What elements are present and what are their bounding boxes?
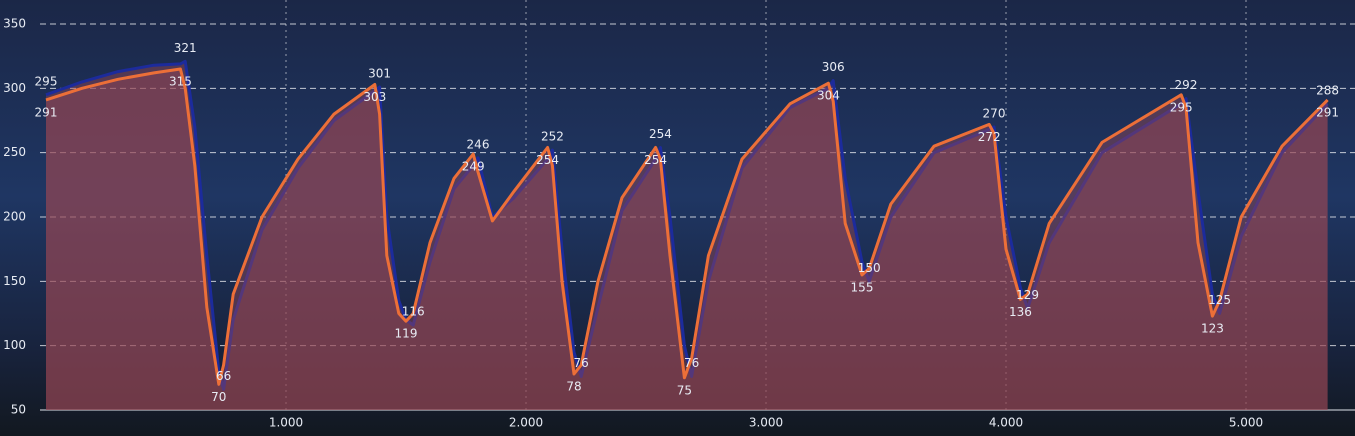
data-label: 254	[536, 153, 559, 167]
data-label: 270	[983, 106, 1006, 120]
data-label: 304	[817, 89, 840, 103]
data-label: 301	[368, 67, 391, 81]
data-label: 70	[211, 390, 226, 404]
data-label: 291	[35, 105, 58, 119]
data-label: 66	[216, 369, 231, 383]
data-label: 125	[1208, 293, 1231, 307]
x-tick-label: 5.000	[1229, 416, 1263, 430]
data-label: 291	[1316, 105, 1339, 119]
data-label: 129	[1016, 288, 1039, 302]
y-tick-label: 100	[3, 338, 26, 352]
line	[45, 67, 1329, 386]
area	[46, 61, 1328, 411]
data-label: 123	[1201, 322, 1224, 336]
y-tick-label: 150	[3, 274, 26, 288]
data-label: 272	[978, 130, 1001, 144]
y-tick-label: 300	[3, 81, 26, 95]
y-tick-label: 200	[3, 210, 26, 224]
data-label: 246	[467, 137, 490, 151]
x-tick-label: 4.000	[989, 416, 1023, 430]
data-label: 76	[574, 356, 589, 370]
data-label: 75	[677, 383, 692, 397]
y-tick-label: 250	[3, 145, 26, 159]
x-tick-label: 1.000	[269, 416, 303, 430]
data-label: 249	[462, 159, 485, 173]
data-label: 315	[169, 75, 192, 89]
data-label: 321	[174, 41, 197, 55]
x-tick-label: 3.000	[749, 416, 783, 430]
data-label: 295	[35, 74, 58, 88]
data-label: 306	[822, 60, 845, 74]
data-label: 295	[1170, 100, 1193, 114]
data-label: 76	[684, 356, 699, 370]
data-label: 288	[1316, 83, 1339, 97]
data-label: 254	[644, 153, 667, 167]
x-tick-label: 2.000	[509, 416, 543, 430]
y-tick-label: 350	[3, 17, 26, 31]
data-label: 155	[851, 280, 874, 294]
area	[46, 69, 1328, 410]
data-label: 78	[566, 379, 581, 393]
data-label: 116	[402, 305, 425, 319]
data-label: 136	[1009, 305, 1032, 319]
line	[45, 59, 1329, 391]
y-tick-label: 50	[11, 403, 26, 417]
data-label: 119	[395, 327, 418, 341]
data-label: 252	[541, 130, 564, 144]
data-label: 254	[649, 127, 672, 141]
data-label: 303	[363, 90, 386, 104]
data-label: 292	[1175, 78, 1198, 92]
data-label: 150	[858, 261, 881, 275]
